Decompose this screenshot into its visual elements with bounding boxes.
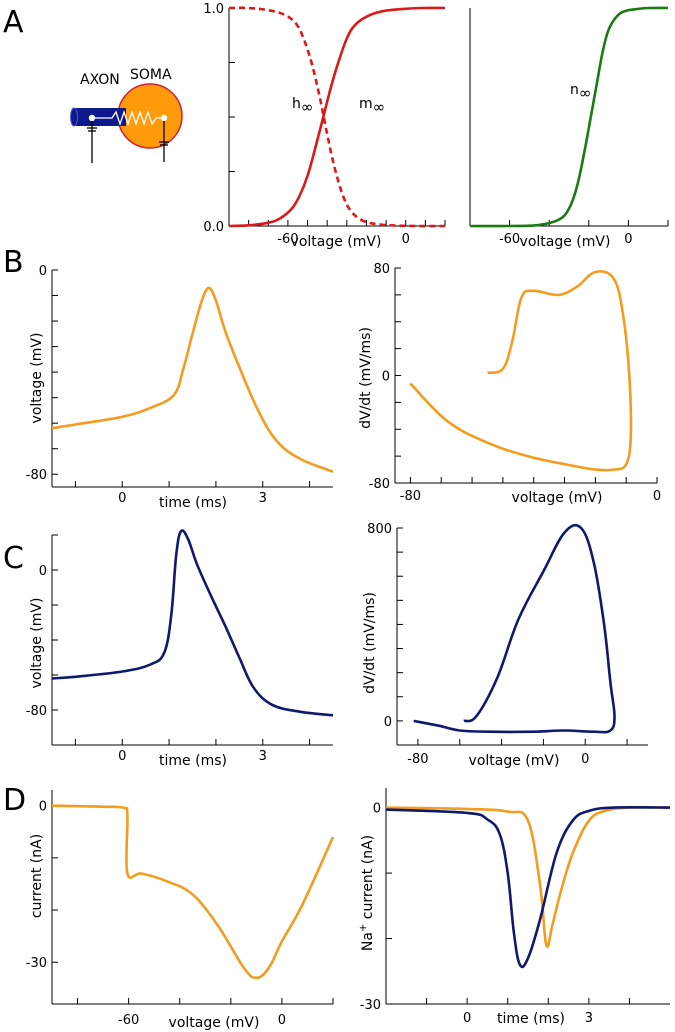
panel-letter-b: B	[3, 245, 24, 280]
series-line-h∞	[228, 6, 446, 228]
curve-label-m: m∞	[359, 96, 385, 116]
resistor-line	[92, 109, 164, 127]
y-axis-label: dV/dt (mV/ms)	[362, 592, 378, 694]
y-tick-label: 0	[39, 800, 47, 815]
x-tick-label: 3	[259, 491, 267, 506]
chart-c-voltage: 0 3 0 -80 time (ms) voltage (mV)	[26, 529, 334, 769]
x-tick-label: 0	[278, 1013, 286, 1028]
x-axis-label: time (ms)	[159, 753, 227, 769]
soma-node	[160, 114, 168, 122]
y-tick-label: -80	[26, 704, 47, 719]
x-tick-label: 0	[118, 749, 126, 764]
x-tick-label: 0	[402, 232, 410, 247]
x-tick-label: 0	[118, 491, 126, 506]
series-line-orange	[385, 806, 671, 948]
panel-letter-a: A	[3, 5, 24, 40]
panel-letter-c: C	[3, 541, 24, 576]
curve-label-h: h∞	[292, 96, 313, 116]
chart-b-phase: -80 0 80 0 -80 voltage (mV) dV/dt (mV/ms)	[358, 262, 661, 506]
x-axis-label: voltage (mV)	[520, 234, 611, 250]
plots: -60 0 0.0 1.0 voltage (mV) h∞ m∞ -60 0 voltage (m…	[26, 2, 671, 1031]
chart-a-gating-hm: -60 0 0.0 1.0 voltage (mV) h∞ m∞	[203, 2, 446, 250]
y-axis-label: Na+ current (nA)	[358, 835, 376, 951]
y-tick-label: -30	[360, 998, 381, 1013]
panel-letter-d: D	[3, 783, 26, 818]
y-tick-label: 0	[39, 264, 47, 279]
y-tick-label: 80	[373, 262, 390, 277]
series-line-m∞	[228, 6, 446, 228]
series-line-navy	[385, 806, 671, 969]
series-line-IV	[51, 804, 335, 980]
axon-node	[88, 114, 96, 122]
chart-b-voltage: 0 3 0 -80 time (ms) voltage (mV)	[26, 264, 334, 511]
y-tick-label: 1.0	[203, 2, 224, 17]
y-tick-label: 0	[39, 564, 47, 579]
y-tick-label: 0	[384, 715, 392, 730]
x-tick-label: 3	[585, 1011, 593, 1026]
curve-label-n: n∞	[570, 82, 591, 102]
x-tick-label: 0	[581, 752, 589, 767]
y-tick-label: -80	[369, 477, 390, 492]
x-axis-label: time (ms)	[159, 495, 227, 511]
x-tick-label: -80	[407, 752, 428, 767]
x-axis-label: voltage (mV)	[512, 490, 603, 506]
x-tick-label: 0	[653, 489, 661, 504]
y-tick-label: 0	[382, 370, 390, 385]
chart-a-gating-n: -60 0 voltage (mV) n∞	[469, 6, 669, 250]
series-line-loop	[413, 523, 616, 734]
x-axis-label: voltage (mV)	[169, 1015, 260, 1031]
chart-d-iv: -60 0 0 -30 voltage (mV) current (nA)	[26, 790, 335, 1031]
series-line-loop	[409, 270, 633, 472]
series-line-n∞	[469, 6, 669, 228]
series-line-trace	[51, 529, 334, 717]
y-tick-label: 800	[367, 522, 392, 537]
y-tick-label: -30	[26, 956, 47, 971]
x-tick-label: 0	[463, 1011, 471, 1026]
y-tick-label: 0.0	[203, 220, 224, 235]
chart-d-na: 0 3 0 -30 time (ms) Na+ current (nA)	[358, 788, 671, 1027]
x-tick-label: 3	[259, 749, 267, 764]
y-axis-label: voltage (mV)	[29, 598, 45, 689]
axon-label: AXON	[80, 72, 120, 88]
x-tick-label: -60	[499, 232, 520, 247]
axon-cylinder	[74, 108, 126, 126]
axon-end	[70, 107, 78, 127]
y-axis-label: current (nA)	[29, 834, 45, 918]
y-axis-label: dV/dt (mV/ms)	[358, 327, 374, 429]
series-line-trace	[51, 286, 334, 473]
x-axis-label: time (ms)	[497, 1011, 565, 1027]
x-tick-label: -80	[400, 489, 421, 504]
neuron-diagram: AXON SOMA	[70, 67, 183, 163]
x-axis-label: voltage (mV)	[469, 753, 560, 769]
y-axis-label: voltage (mV)	[29, 333, 45, 424]
x-tick-label: -60	[277, 232, 298, 247]
x-axis-label: voltage (mV)	[291, 234, 382, 250]
y-tick-label: 0	[373, 802, 381, 817]
y-tick-label: -80	[26, 468, 47, 483]
chart-c-phase: -80 0 800 0 voltage (mV) dV/dt (mV/ms)	[362, 522, 648, 769]
soma-label: SOMA	[130, 67, 172, 83]
x-tick-label: -60	[118, 1013, 139, 1028]
x-tick-label: 0	[624, 232, 632, 247]
